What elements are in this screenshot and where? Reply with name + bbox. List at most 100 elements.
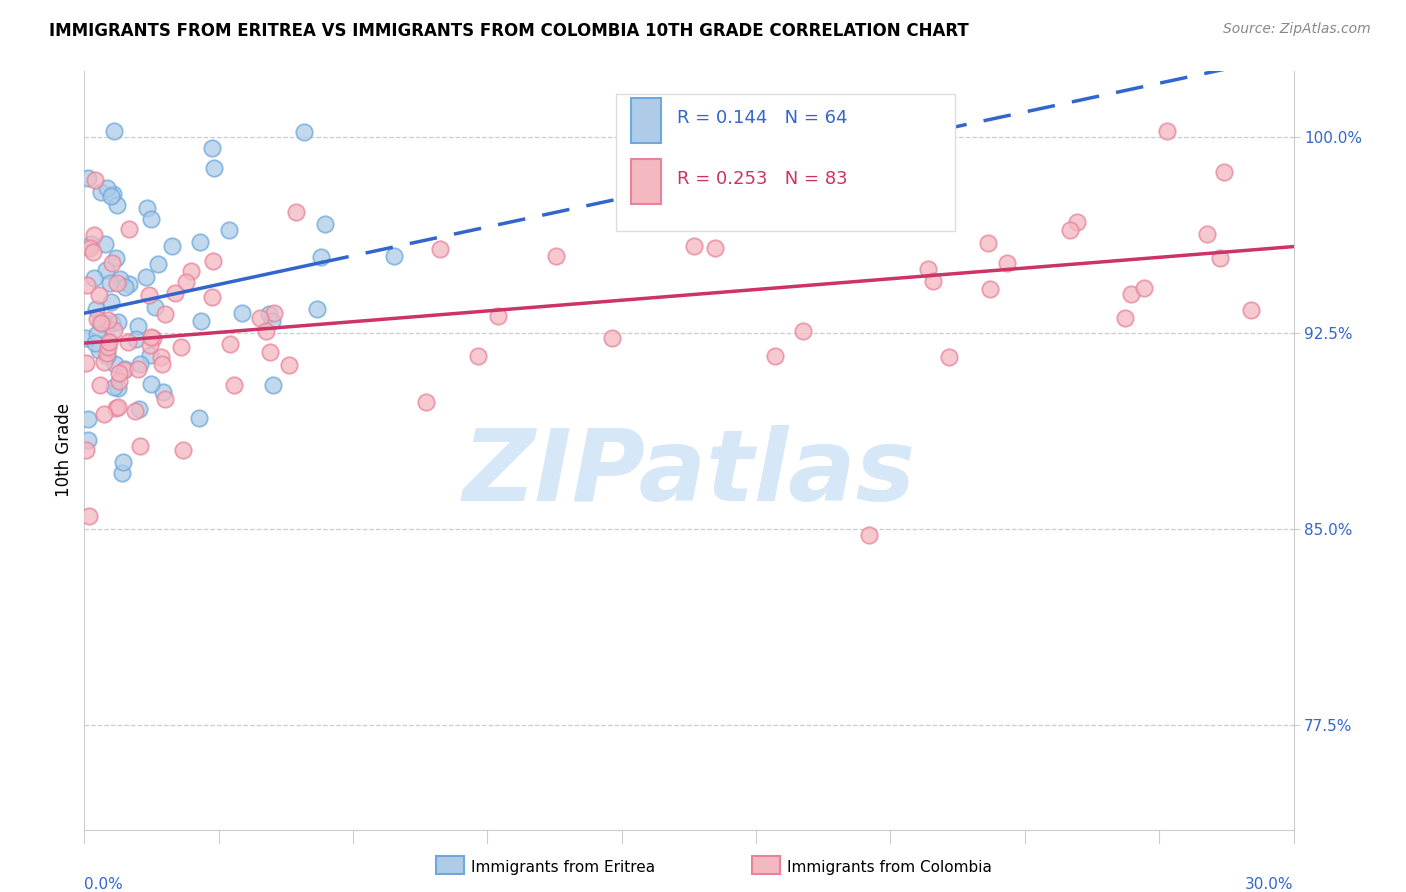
Point (415, 394, 437, 409)
Point (77, 170, 100, 185)
Point (1119, 286, 1142, 301)
Point (201, 290, 224, 304)
Point (97, 313, 120, 327)
Point (127, 319, 149, 334)
Point (75, 356, 97, 370)
Point (108, 366, 131, 380)
Point (89, 315, 111, 329)
Point (108, 374, 131, 388)
Point (1133, 281, 1156, 295)
Point (87, 288, 110, 302)
Point (76, 278, 98, 293)
Point (174, 275, 197, 289)
Point (285, 205, 308, 219)
Point (307, 302, 329, 317)
Y-axis label: 10th Grade: 10th Grade (55, 403, 73, 498)
Point (118, 277, 141, 291)
Point (155, 392, 177, 406)
Point (1066, 214, 1088, 228)
Point (117, 335, 139, 350)
Point (135, 269, 157, 284)
Text: Immigrants from Eritrea: Immigrants from Eritrea (471, 860, 655, 874)
Point (90, 185, 112, 199)
Point (77, 433, 100, 447)
Point (128, 357, 150, 371)
Point (292, 125, 315, 139)
Point (103, 380, 125, 394)
Point (141, 377, 163, 392)
Point (1156, 124, 1178, 138)
Point (108, 271, 131, 285)
Point (262, 314, 284, 328)
Point (96, 349, 118, 363)
Text: Immigrants from Colombia: Immigrants from Colombia (787, 860, 993, 874)
Point (138, 348, 160, 362)
Point (222, 378, 245, 392)
Point (600, 331, 623, 345)
Point (163, 286, 186, 301)
Point (103, 323, 125, 337)
Bar (616, 95, 955, 230)
Point (1209, 251, 1232, 265)
Point (139, 211, 162, 226)
Point (172, 443, 194, 458)
Point (96, 334, 118, 348)
Point (103, 124, 125, 138)
Point (249, 310, 271, 325)
Point (467, 349, 489, 363)
Point (155, 307, 177, 321)
Point (118, 221, 141, 235)
Point (125, 332, 148, 346)
Point (201, 141, 224, 155)
Point (107, 315, 129, 329)
Point (79, 241, 101, 255)
Point (114, 280, 136, 294)
Point (75, 442, 97, 457)
Point (866, 177, 889, 191)
Point (107, 381, 129, 395)
Point (98, 276, 121, 290)
Point (162, 239, 184, 253)
Point (97, 340, 120, 354)
Point (83, 271, 105, 285)
Point (921, 274, 943, 288)
Point (96, 263, 118, 277)
Text: ZIPatlas: ZIPatlas (463, 425, 915, 522)
Point (135, 201, 157, 215)
Text: R = 0.253   N = 83: R = 0.253 N = 83 (676, 170, 848, 188)
Point (1212, 165, 1234, 179)
Point (1059, 223, 1081, 237)
Point (83, 173, 105, 187)
Point (127, 362, 149, 376)
Point (231, 306, 253, 320)
Point (89, 378, 111, 392)
Point (1114, 310, 1136, 325)
Point (105, 198, 128, 212)
Point (76, 411, 98, 425)
Point (80, 237, 103, 252)
Point (90, 316, 112, 330)
Text: Source: ZipAtlas.com: Source: ZipAtlas.com (1223, 22, 1371, 37)
Point (150, 357, 173, 371)
Point (218, 222, 240, 236)
Point (190, 313, 212, 327)
Point (101, 256, 124, 270)
Point (104, 357, 127, 371)
Point (114, 361, 136, 376)
Point (278, 359, 301, 373)
Point (93, 355, 115, 369)
Point (262, 378, 284, 392)
Text: 0.0%: 0.0% (84, 877, 124, 892)
Point (97, 334, 120, 349)
Point (873, 159, 896, 173)
Point (103, 187, 125, 202)
Point (100, 295, 122, 310)
Point (111, 454, 134, 468)
Point (138, 288, 160, 302)
Point (100, 189, 122, 203)
Point (105, 401, 128, 416)
Point (309, 250, 332, 264)
Point (202, 161, 225, 176)
Point (703, 241, 725, 255)
Point (544, 249, 567, 263)
